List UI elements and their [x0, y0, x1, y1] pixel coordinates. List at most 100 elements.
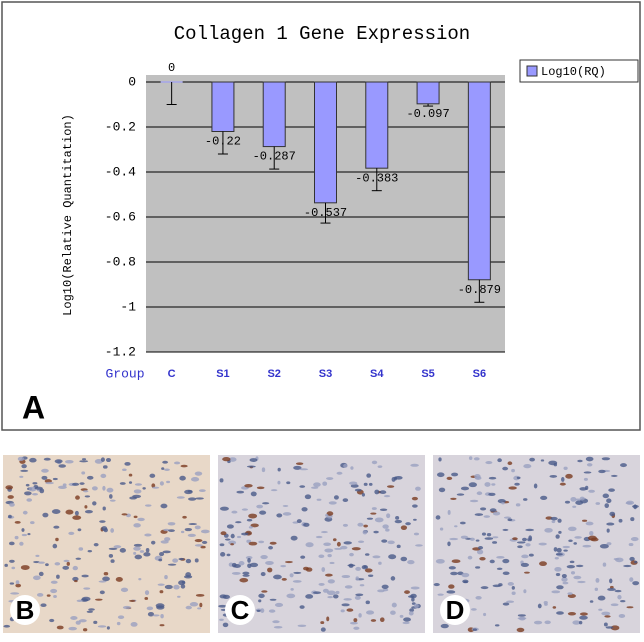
cell	[235, 521, 242, 524]
cell	[137, 517, 145, 522]
cell	[128, 481, 133, 484]
cell	[556, 585, 564, 590]
cell	[26, 498, 33, 502]
cell	[124, 461, 131, 466]
cell	[467, 555, 473, 560]
cell	[448, 584, 455, 589]
cell	[194, 558, 199, 563]
cell	[143, 552, 151, 557]
panel-label-bg	[225, 595, 255, 625]
cell	[41, 475, 48, 480]
cell	[568, 539, 573, 543]
cell	[561, 577, 568, 582]
cell	[162, 460, 169, 464]
cell	[220, 552, 226, 557]
cell	[574, 536, 582, 539]
cell	[326, 477, 334, 480]
cell	[231, 510, 238, 514]
cell	[292, 580, 302, 583]
cell	[269, 541, 277, 545]
x-tick-label: S2	[267, 368, 280, 380]
cell	[390, 576, 396, 581]
cell	[385, 528, 390, 532]
cell	[582, 544, 592, 548]
cell	[556, 611, 564, 615]
cell	[199, 602, 203, 608]
cell	[200, 529, 210, 534]
cell	[567, 611, 577, 616]
cell	[329, 561, 335, 565]
cell	[496, 567, 503, 571]
cell	[322, 588, 329, 593]
cell	[565, 473, 573, 479]
cell	[583, 471, 592, 474]
cell	[129, 496, 137, 500]
cell	[230, 533, 235, 539]
cell	[483, 612, 487, 617]
cell	[400, 556, 408, 562]
cell	[256, 504, 264, 509]
cell	[81, 596, 91, 602]
cell	[469, 537, 475, 541]
cell	[625, 501, 633, 505]
cell	[503, 516, 512, 519]
cell	[501, 501, 505, 505]
cell	[200, 545, 206, 549]
cell	[603, 622, 608, 627]
cell	[260, 554, 268, 560]
cell	[588, 489, 595, 493]
cell	[551, 520, 556, 524]
cell	[219, 478, 224, 483]
cell	[168, 529, 175, 532]
cell	[228, 540, 237, 545]
cell	[134, 483, 142, 486]
cell	[451, 472, 459, 477]
panel-label: C	[231, 595, 250, 625]
cell	[630, 517, 635, 522]
cell	[559, 482, 566, 486]
cell	[180, 464, 188, 468]
cell	[86, 475, 94, 480]
cell	[570, 496, 577, 502]
cell	[462, 579, 469, 584]
cell	[368, 482, 373, 486]
cell	[354, 595, 361, 600]
cell	[161, 467, 165, 470]
cell	[292, 521, 299, 524]
legend-box	[519, 59, 639, 83]
cell	[63, 559, 70, 563]
cell	[619, 600, 626, 603]
cell	[562, 545, 570, 549]
cell	[351, 547, 361, 551]
cell	[563, 466, 568, 470]
cell	[45, 481, 54, 485]
cell	[244, 483, 253, 488]
cell	[506, 600, 515, 603]
cell	[489, 508, 497, 512]
cell	[370, 619, 377, 622]
cell	[248, 513, 258, 519]
cell	[162, 550, 171, 554]
cell	[72, 576, 79, 582]
cell	[295, 462, 304, 465]
cell	[58, 464, 67, 468]
cell	[144, 590, 150, 596]
data-label: -0.097	[406, 107, 449, 121]
cell	[332, 538, 337, 542]
cell	[3, 624, 11, 628]
cell	[623, 564, 632, 568]
cell	[502, 558, 510, 564]
cell	[572, 505, 577, 508]
cell	[110, 528, 115, 533]
cell	[62, 483, 67, 487]
cell	[297, 624, 307, 627]
cell	[305, 594, 314, 599]
cell	[486, 533, 492, 537]
cell	[57, 485, 67, 489]
cell	[320, 627, 326, 632]
cell	[142, 487, 146, 490]
cell	[362, 530, 368, 535]
cell	[303, 522, 310, 527]
cell	[84, 505, 88, 509]
cell	[450, 571, 458, 576]
